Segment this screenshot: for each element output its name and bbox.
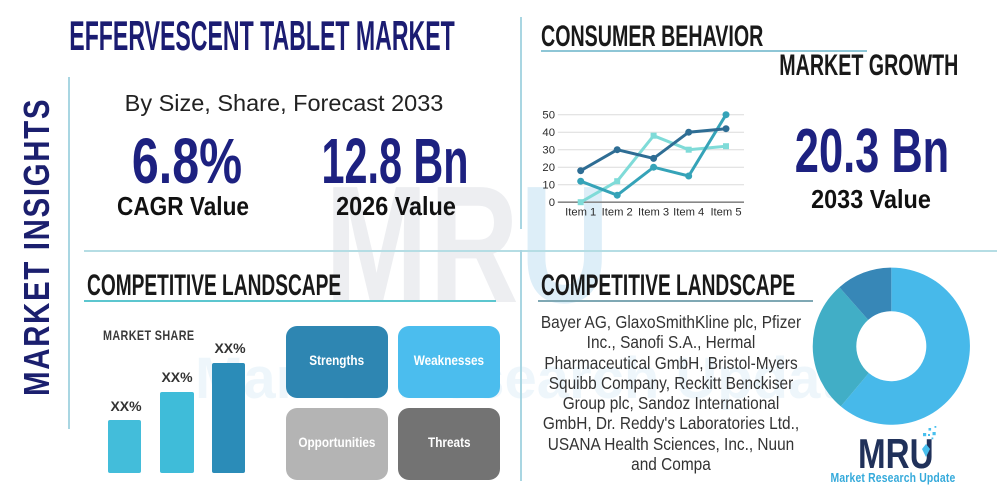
svg-text:30: 30 bbox=[542, 145, 555, 157]
svg-text:Item 1: Item 1 bbox=[565, 207, 596, 219]
svg-text:40: 40 bbox=[542, 127, 555, 139]
svg-text:50: 50 bbox=[542, 110, 555, 122]
svg-text:0: 0 bbox=[549, 197, 555, 209]
svg-text:Item 5: Item 5 bbox=[710, 207, 741, 219]
svg-text:Item 4: Item 4 bbox=[673, 207, 704, 219]
svg-text:10: 10 bbox=[542, 180, 555, 192]
svg-text:Item 3: Item 3 bbox=[638, 207, 669, 219]
svg-text:20: 20 bbox=[542, 162, 555, 174]
svg-text:Item 2: Item 2 bbox=[602, 207, 633, 219]
